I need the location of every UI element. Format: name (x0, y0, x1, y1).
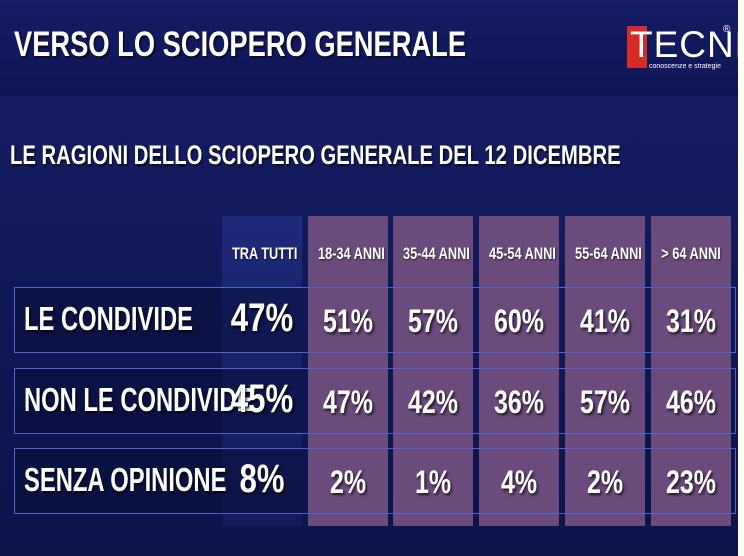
row-shade (14, 287, 302, 353)
table-cell: 8% (239, 457, 285, 501)
logo-red-box (627, 26, 647, 68)
table-cell: 47% (230, 296, 294, 340)
column-bg-45-54 (479, 216, 559, 526)
table-cell: 1% (414, 464, 452, 500)
column-header-over-64: > 64 ANNI (661, 244, 721, 263)
column-bg-over-64 (651, 216, 731, 526)
table-cell: 4% (500, 464, 538, 500)
logo-tagline: conoscenze e strategie (649, 63, 721, 70)
table-cell: 42% (408, 384, 458, 420)
table-row (14, 287, 736, 353)
table-cell: 46% (666, 384, 716, 420)
column-bg-55-64 (565, 216, 645, 526)
logo-registered-mark: ® (723, 24, 731, 35)
column-bg-18-34 (308, 216, 388, 526)
logo-word: TECNÈ (630, 24, 738, 65)
table-cell: 41% (580, 303, 630, 339)
table-cell: 2% (586, 464, 624, 500)
row-label: SENZA OPINIONE (24, 461, 227, 498)
column-bg-35-44 (393, 216, 473, 526)
row-shade (14, 448, 302, 514)
column-header-55-64: 55-64 ANNI (575, 244, 642, 263)
table-cell: 57% (408, 303, 458, 339)
table-cell: 36% (494, 384, 544, 420)
tecne-logo: TECNÈ ® conoscenze e strategie (627, 24, 738, 72)
table-cell: 2% (329, 464, 367, 500)
table-cell: 47% (323, 384, 373, 420)
table-row (14, 368, 736, 434)
header-bar: VERSO LO SCIOPERO GENERALE TECNÈ ® conos… (0, 0, 738, 96)
column-header-18-34: 18-34 ANNI (318, 244, 385, 263)
table-cell: 60% (494, 303, 544, 339)
table-cell: 45% (230, 377, 294, 421)
column-header-45-54: 45-54 ANNI (489, 244, 556, 263)
page-title: VERSO LO SCIOPERO GENERALE (14, 25, 467, 64)
column-header-35-44: 35-44 ANNI (403, 244, 470, 263)
row-label: LE CONDIVIDE (24, 300, 193, 337)
row-shade (14, 368, 302, 434)
column-header-total: TRA TUTTI (232, 244, 298, 263)
table-cell: 51% (323, 303, 373, 339)
row-label: NON LE CONDIVIDE (24, 381, 253, 418)
table-cell: 57% (580, 384, 630, 420)
table-subtitle: LE RAGIONI DELLO SCIOPERO GENERALE DEL 1… (10, 140, 621, 170)
table-row (14, 448, 736, 514)
table-cell: 23% (666, 464, 716, 500)
table-cell: 31% (666, 303, 716, 339)
